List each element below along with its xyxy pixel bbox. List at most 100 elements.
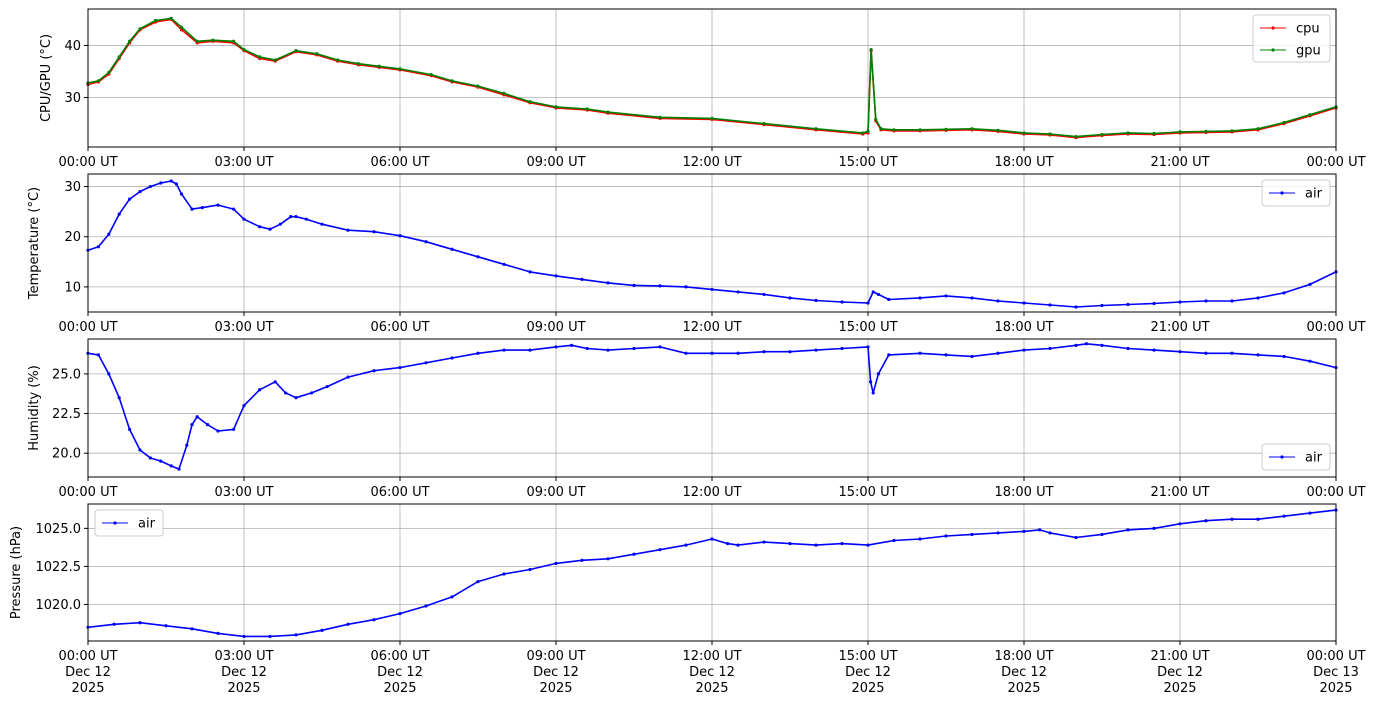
y-tick-label: 1025.0 <box>36 522 82 537</box>
data-point-air <box>585 346 589 351</box>
data-point-air <box>840 346 844 351</box>
data-point-air <box>762 350 766 354</box>
data-point-air <box>128 427 132 432</box>
data-point-air <box>107 372 111 376</box>
data-point-gpu <box>1256 127 1260 131</box>
data-point-air <box>294 633 298 637</box>
y-axis-label: CPU/GPU (°C) <box>39 34 54 122</box>
data-point-air <box>372 369 376 373</box>
data-point-air <box>554 561 558 565</box>
data-point-air <box>216 429 220 433</box>
data-point-air <box>788 350 792 354</box>
legend-box <box>1261 179 1331 207</box>
data-point-air <box>736 543 740 547</box>
y-axis-label: Temperature (°C) <box>27 187 42 300</box>
data-point-gpu <box>356 62 360 66</box>
chart-panel-4: 1020.0 1022.5 1025.0 00:00 UT Dec 12 2025 03:0… <box>9 503 1366 696</box>
x-tick-label: 18:00 UT <box>994 155 1053 170</box>
data-point-air <box>871 391 875 395</box>
data-point-air <box>242 404 246 408</box>
legend: cpu gpu <box>1252 14 1331 63</box>
data-point-air <box>476 351 480 355</box>
data-point-air <box>1022 348 1026 352</box>
data-point-air <box>216 631 220 635</box>
data-point-air <box>528 348 532 352</box>
x-tick-label: 15:00 UT Dec 12 2025 <box>838 649 897 696</box>
data-point-air <box>1230 351 1234 355</box>
data-point-air <box>1152 526 1156 530</box>
data-point-gpu <box>1230 129 1234 133</box>
data-point-gpu <box>869 48 873 52</box>
x-tick-label: 09:00 UT Dec 12 2025 <box>526 649 585 696</box>
x-tick-label: 09:00 UT <box>526 485 585 500</box>
data-point-air <box>346 375 350 379</box>
data-point-gpu <box>1178 130 1182 134</box>
data-point-air <box>96 353 100 357</box>
legend-box <box>1261 443 1331 471</box>
data-point-air <box>502 262 506 266</box>
data-point-air <box>658 548 662 552</box>
data-point-air <box>1100 532 1104 537</box>
data-point-gpu <box>861 131 865 135</box>
legend-box <box>94 509 164 537</box>
data-point-air <box>180 192 184 196</box>
data-point-air <box>398 612 402 616</box>
data-point-air <box>814 543 818 547</box>
data-point-air <box>1074 535 1078 540</box>
data-point-air <box>174 182 178 186</box>
y-tick-label: 30 <box>64 91 81 106</box>
data-point-air <box>200 206 204 210</box>
data-point-air <box>190 207 194 211</box>
data-point-air <box>476 580 480 584</box>
x-tick-label: 21:00 UT Dec 12 2025 <box>1150 649 1209 696</box>
x-tick-label: 15:00 UT <box>838 320 897 335</box>
data-point-air <box>606 281 610 285</box>
data-point-air <box>970 296 974 300</box>
data-point-gpu <box>866 129 870 133</box>
data-point-air <box>294 396 298 400</box>
data-point-air <box>177 467 181 471</box>
data-point-air <box>1022 529 1026 534</box>
data-point-air <box>1204 299 1208 303</box>
data-point-air <box>1022 301 1026 305</box>
legend-label-gpu: gpu <box>1296 44 1321 59</box>
data-point-air <box>258 388 262 392</box>
data-point-air <box>138 189 142 194</box>
data-point-air <box>190 423 194 427</box>
y-tick-label: 30 <box>64 180 81 195</box>
data-point-air <box>632 283 636 288</box>
data-point-gpu <box>658 115 662 119</box>
data-point-air <box>1282 354 1286 359</box>
data-point-air <box>138 448 142 452</box>
data-point-air <box>1100 303 1104 308</box>
data-point-air <box>684 351 688 355</box>
data-point-air <box>268 227 272 231</box>
data-point-air <box>944 353 948 357</box>
series-line-cpu <box>87 18 1337 139</box>
data-point-air <box>138 621 142 625</box>
data-point-air <box>232 427 236 432</box>
data-point-gpu <box>1074 134 1078 139</box>
x-tick-label: 09:00 UT <box>526 155 585 170</box>
data-point-air <box>726 541 730 546</box>
data-point-air <box>450 595 454 599</box>
data-point-air <box>970 354 974 359</box>
data-point-air <box>1230 517 1234 521</box>
data-point-air <box>424 240 428 244</box>
x-tick-label: 00:00 UT <box>58 320 117 335</box>
data-point-gpu <box>1022 131 1026 135</box>
data-point-air <box>372 230 376 234</box>
data-point-air <box>1048 531 1052 535</box>
data-point-air <box>164 624 168 628</box>
data-point-air <box>96 245 100 249</box>
legend-label-cpu: cpu <box>1296 22 1320 37</box>
data-point-gpu <box>874 117 878 121</box>
data-point-gpu <box>814 127 818 131</box>
data-point-air <box>840 541 844 546</box>
data-point-air <box>278 222 282 226</box>
legend-marker-air <box>1280 191 1284 195</box>
data-point-gpu <box>195 39 199 43</box>
data-point-gpu <box>258 55 262 59</box>
series-line-air <box>87 180 1337 308</box>
data-point-gpu <box>528 100 532 104</box>
